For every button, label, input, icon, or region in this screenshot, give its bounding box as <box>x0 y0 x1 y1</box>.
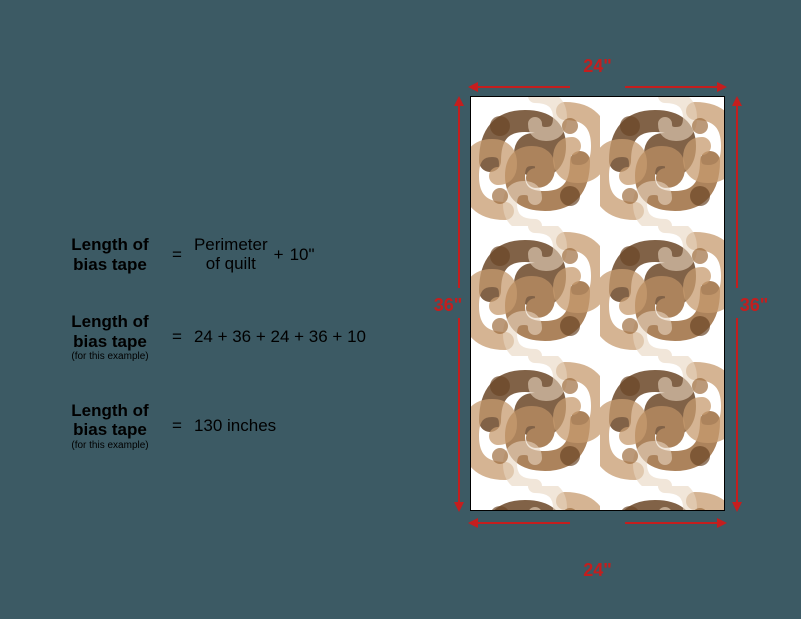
eq2-lhs-line2: bias tape <box>73 332 147 352</box>
quilt-diagram: 24" 24" 36" 36" <box>440 60 760 580</box>
equations-block: Length of bias tape = Perimeter of quilt… <box>60 235 400 489</box>
equation-row-3: Length of bias tape (for this example) =… <box>60 401 400 452</box>
eq1-lhs-line1: Length of <box>71 235 148 255</box>
eq1-rhs-line2: of quilt <box>206 255 256 274</box>
dim-top-label: 24" <box>470 56 725 77</box>
eq1-rhs-stack: Perimeter of quilt <box>194 236 268 273</box>
eq2-rhs: 24 + 36 + 24 + 36 + 10 <box>194 327 366 347</box>
eq3-lhs-line1: Length of <box>71 401 148 421</box>
top-arrowhead-right <box>717 82 727 92</box>
eq3-rhs-flat: 130 inches <box>194 416 276 436</box>
eq2-lhs-line1: Length of <box>71 312 148 332</box>
dim-bottom-label: 24" <box>470 560 725 581</box>
eq1-rhs-line1: Perimeter <box>194 236 268 255</box>
eq3-rhs: 130 inches <box>194 416 276 436</box>
dim-left-label: 36" <box>434 60 468 550</box>
eq2-lhs: Length of bias tape (for this example) <box>60 312 160 363</box>
quilt-pattern-icon <box>470 96 725 511</box>
bottom-arrow-line-left <box>470 522 570 524</box>
top-arrowhead-left <box>468 82 478 92</box>
eq3-lhs-sub: (for this example) <box>71 440 148 452</box>
eq3-lhs-line2: bias tape <box>73 420 147 440</box>
eq1-extra: 10" <box>290 245 315 265</box>
eq1-equals: = <box>172 245 182 265</box>
dim-right-label: 36" <box>734 60 768 550</box>
eq1-lhs: Length of bias tape <box>60 235 160 274</box>
equation-row-1: Length of bias tape = Perimeter of quilt… <box>60 235 400 274</box>
equation-row-2: Length of bias tape (for this example) =… <box>60 312 400 363</box>
eq1-rhs: Perimeter of quilt + 10" <box>194 236 315 273</box>
top-arrow-line-right <box>625 86 725 88</box>
eq2-rhs-flat: 24 + 36 + 24 + 36 + 10 <box>194 327 366 347</box>
eq1-plus: + <box>274 245 284 265</box>
eq3-lhs: Length of bias tape (for this example) <box>60 401 160 452</box>
bottom-arrow-line-right <box>625 522 725 524</box>
bottom-arrowhead-right <box>717 518 727 528</box>
eq2-equals: = <box>172 327 182 347</box>
eq2-lhs-sub: (for this example) <box>71 351 148 363</box>
eq3-equals: = <box>172 416 182 436</box>
bottom-arrowhead-left <box>468 518 478 528</box>
quilt-rectangle <box>470 96 725 511</box>
top-arrow-line-left <box>470 86 570 88</box>
eq1-lhs-line2: bias tape <box>73 255 147 275</box>
